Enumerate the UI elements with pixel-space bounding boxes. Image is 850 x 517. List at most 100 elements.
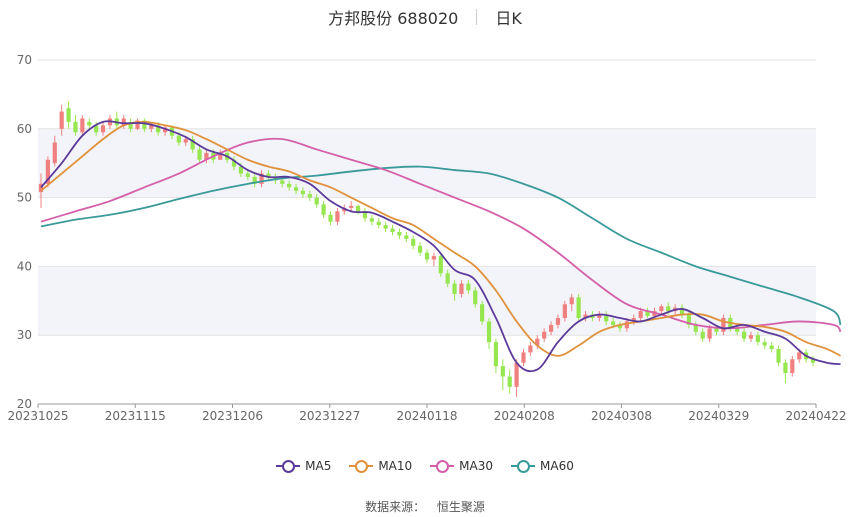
candle <box>445 269 450 288</box>
candle-body <box>100 125 106 133</box>
candle-body <box>156 125 161 133</box>
candle <box>135 118 140 131</box>
candle <box>114 111 119 129</box>
x-tick-label: 20240308 <box>591 409 652 423</box>
x-tick-label: 20240118 <box>396 409 457 423</box>
y-tick-label: 30 <box>17 328 32 342</box>
candle-body <box>438 256 443 274</box>
candle <box>721 314 726 336</box>
period-label[interactable]: 日K <box>495 9 522 28</box>
legend-item-ma60[interactable]: MA60 <box>511 459 574 473</box>
candle <box>473 287 478 308</box>
candle-body <box>238 166 243 174</box>
y-tick-label: 50 <box>17 191 32 205</box>
candle-body <box>486 321 492 343</box>
candle-body <box>741 331 747 339</box>
candle-body <box>38 183 44 193</box>
candle <box>576 293 581 322</box>
candle-body <box>707 328 712 339</box>
candle <box>548 321 554 336</box>
candle-body <box>638 311 643 318</box>
candle <box>252 173 257 188</box>
candle-body <box>411 238 416 246</box>
candle-body <box>473 290 478 305</box>
candle-body <box>424 252 430 260</box>
candle-body <box>755 335 760 343</box>
candle <box>383 221 388 232</box>
candle-body <box>418 245 423 253</box>
candle-body <box>569 297 574 305</box>
candle-body <box>762 342 767 346</box>
candle <box>762 338 767 349</box>
candle-body <box>266 173 271 177</box>
candle-body <box>452 283 457 294</box>
candle <box>514 359 519 398</box>
candle-body <box>183 139 188 143</box>
candle-body <box>142 120 147 129</box>
candle-body <box>810 359 816 363</box>
candle-body <box>135 120 140 129</box>
candle-body <box>535 338 540 346</box>
candle-body <box>721 318 726 332</box>
y-tick-label: 20 <box>17 397 32 411</box>
candle-body <box>80 118 85 133</box>
candle <box>100 121 106 136</box>
legend-swatch-ma30 <box>430 459 455 473</box>
source-label: 数据来源： <box>365 500 426 514</box>
candle-body <box>748 335 754 339</box>
candle-body <box>94 125 99 133</box>
candle-body <box>617 324 623 329</box>
legend-label-ma60: MA60 <box>540 459 574 473</box>
candle-body <box>321 204 326 215</box>
x-tick-label: 20231115 <box>105 409 166 423</box>
candle <box>307 190 312 202</box>
candle <box>190 135 195 153</box>
candle-body <box>59 111 64 129</box>
x-tick-label: 20231025 <box>7 409 68 423</box>
candle <box>480 300 485 325</box>
candle <box>500 359 505 391</box>
candle <box>397 228 402 239</box>
candle <box>418 242 423 257</box>
candle <box>748 331 754 343</box>
legend-swatch-ma60 <box>511 459 536 473</box>
data-source: 数据来源： 恒生聚源 <box>0 498 850 515</box>
candle <box>362 207 368 222</box>
legend-label-ma10: MA10 <box>378 459 413 473</box>
candle-body <box>624 321 629 329</box>
candle <box>355 204 361 215</box>
candle-body <box>583 314 588 318</box>
candle <box>121 115 126 129</box>
candle-body <box>445 273 450 284</box>
candle <box>149 121 154 133</box>
candle <box>328 211 333 226</box>
candle-body <box>390 228 395 232</box>
y-tick-label: 60 <box>17 122 32 136</box>
candle-body <box>404 235 409 239</box>
candle <box>128 118 133 133</box>
candle <box>438 252 443 277</box>
legend-swatch-ma10 <box>349 459 374 473</box>
title-separator <box>476 9 478 25</box>
candle-body <box>645 311 650 316</box>
legend-item-ma5[interactable]: MA5 <box>276 459 331 473</box>
candle-body <box>397 232 402 236</box>
candle <box>300 187 306 198</box>
candle-body <box>45 159 50 184</box>
candle-body <box>548 324 554 332</box>
candle <box>245 170 250 181</box>
ma5-line <box>40 120 841 373</box>
candle-body <box>466 283 471 291</box>
candle-body <box>431 256 436 260</box>
candle <box>810 355 816 367</box>
candle-body <box>666 306 671 312</box>
legend-item-ma10[interactable]: MA10 <box>349 459 412 473</box>
candle-body <box>790 359 795 374</box>
legend-label-ma5: MA5 <box>305 459 332 473</box>
candle-body <box>700 331 705 339</box>
legend-item-ma30[interactable]: MA30 <box>430 459 493 473</box>
candle-body <box>66 108 71 122</box>
candle <box>583 311 588 322</box>
candle-body <box>314 197 319 205</box>
candle-body <box>562 304 567 318</box>
